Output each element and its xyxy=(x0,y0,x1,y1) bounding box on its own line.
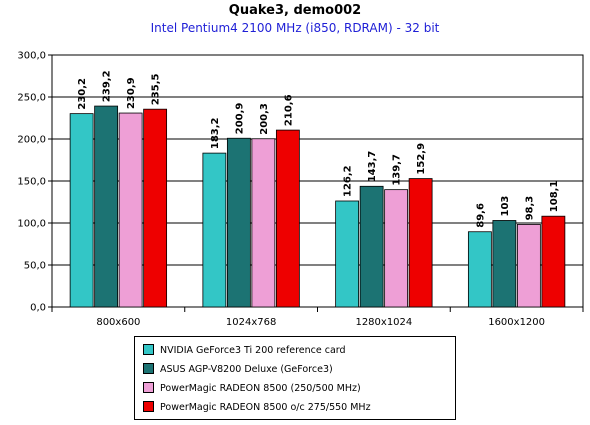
data-label: 143,7 xyxy=(367,151,378,183)
data-label: 210,6 xyxy=(283,94,294,126)
legend-swatch-radeon-8500-oc xyxy=(143,401,154,412)
bar xyxy=(408,178,433,308)
y-tick-label: 300,0 xyxy=(17,51,46,62)
bar xyxy=(335,200,360,308)
bar xyxy=(492,220,517,308)
bar xyxy=(384,189,409,308)
bar xyxy=(251,138,276,308)
legend-label: PowerMagic RADEON 8500 (250/500 MHz) xyxy=(160,383,361,394)
bar xyxy=(94,105,119,308)
data-label: 239,2 xyxy=(102,70,113,102)
data-label: 108,1 xyxy=(549,181,560,213)
bar xyxy=(359,185,384,308)
bar xyxy=(275,129,300,308)
data-label: 152,9 xyxy=(416,143,427,175)
legend-label: ASUS AGP-V8200 Deluxe (GeForce3) xyxy=(160,364,333,375)
y-tick-label: 0,0 xyxy=(30,303,46,314)
x-category-label: 1024x768 xyxy=(226,317,276,328)
data-label: 89,6 xyxy=(475,203,486,228)
data-label: 103 xyxy=(500,196,511,217)
data-label: 139,7 xyxy=(392,154,403,186)
chart-subtitle: Intel Pentium4 2100 MHz (i850, RDRAM) - … xyxy=(150,21,440,35)
legend-swatch-asus-agp-v8200 xyxy=(143,363,154,374)
y-tick-label: 50,0 xyxy=(24,261,46,272)
x-category-label: 1280x1024 xyxy=(355,317,412,328)
y-tick-label: 250,0 xyxy=(17,93,46,104)
y-tick-label: 150,0 xyxy=(17,177,46,188)
legend: NVIDIA GeForce3 Ti 200 reference card AS… xyxy=(134,336,456,420)
legend-label: PowerMagic RADEON 8500 o/c 275/550 MHz xyxy=(160,402,371,413)
bar xyxy=(143,108,168,308)
legend-item: ASUS AGP-V8200 Deluxe (GeForce3) xyxy=(143,363,333,377)
bar xyxy=(226,137,251,308)
data-label: 200,9 xyxy=(234,103,245,135)
x-category-label: 1600x1200 xyxy=(488,317,545,328)
data-label: 230,9 xyxy=(126,77,137,109)
bar xyxy=(541,215,566,308)
chart-title: Quake3, demo002 xyxy=(228,3,362,18)
data-label: 183,2 xyxy=(210,117,221,149)
legend-item: NVIDIA GeForce3 Ti 200 reference card xyxy=(143,344,346,358)
bar xyxy=(118,112,143,308)
bar xyxy=(467,231,492,308)
data-label: 98,3 xyxy=(524,196,535,221)
y-tick-label: 200,0 xyxy=(17,135,46,146)
legend-item: PowerMagic RADEON 8500 o/c 275/550 MHz xyxy=(143,401,371,415)
data-label: 126,2 xyxy=(343,165,354,197)
y-tick-label: 100,0 xyxy=(17,219,46,230)
legend-swatch-radeon-8500 xyxy=(143,382,154,393)
data-label: 235,5 xyxy=(151,74,162,106)
legend-label: NVIDIA GeForce3 Ti 200 reference card xyxy=(160,345,346,356)
legend-swatch-nvidia-geforce3-ti200 xyxy=(143,344,154,355)
data-label: 200,3 xyxy=(259,103,270,135)
data-label: 230,2 xyxy=(77,78,88,110)
legend-item: PowerMagic RADEON 8500 (250/500 MHz) xyxy=(143,382,361,396)
bar xyxy=(69,113,94,308)
bar xyxy=(516,224,541,308)
x-category-label: 800x600 xyxy=(96,317,140,328)
bar xyxy=(202,152,227,308)
